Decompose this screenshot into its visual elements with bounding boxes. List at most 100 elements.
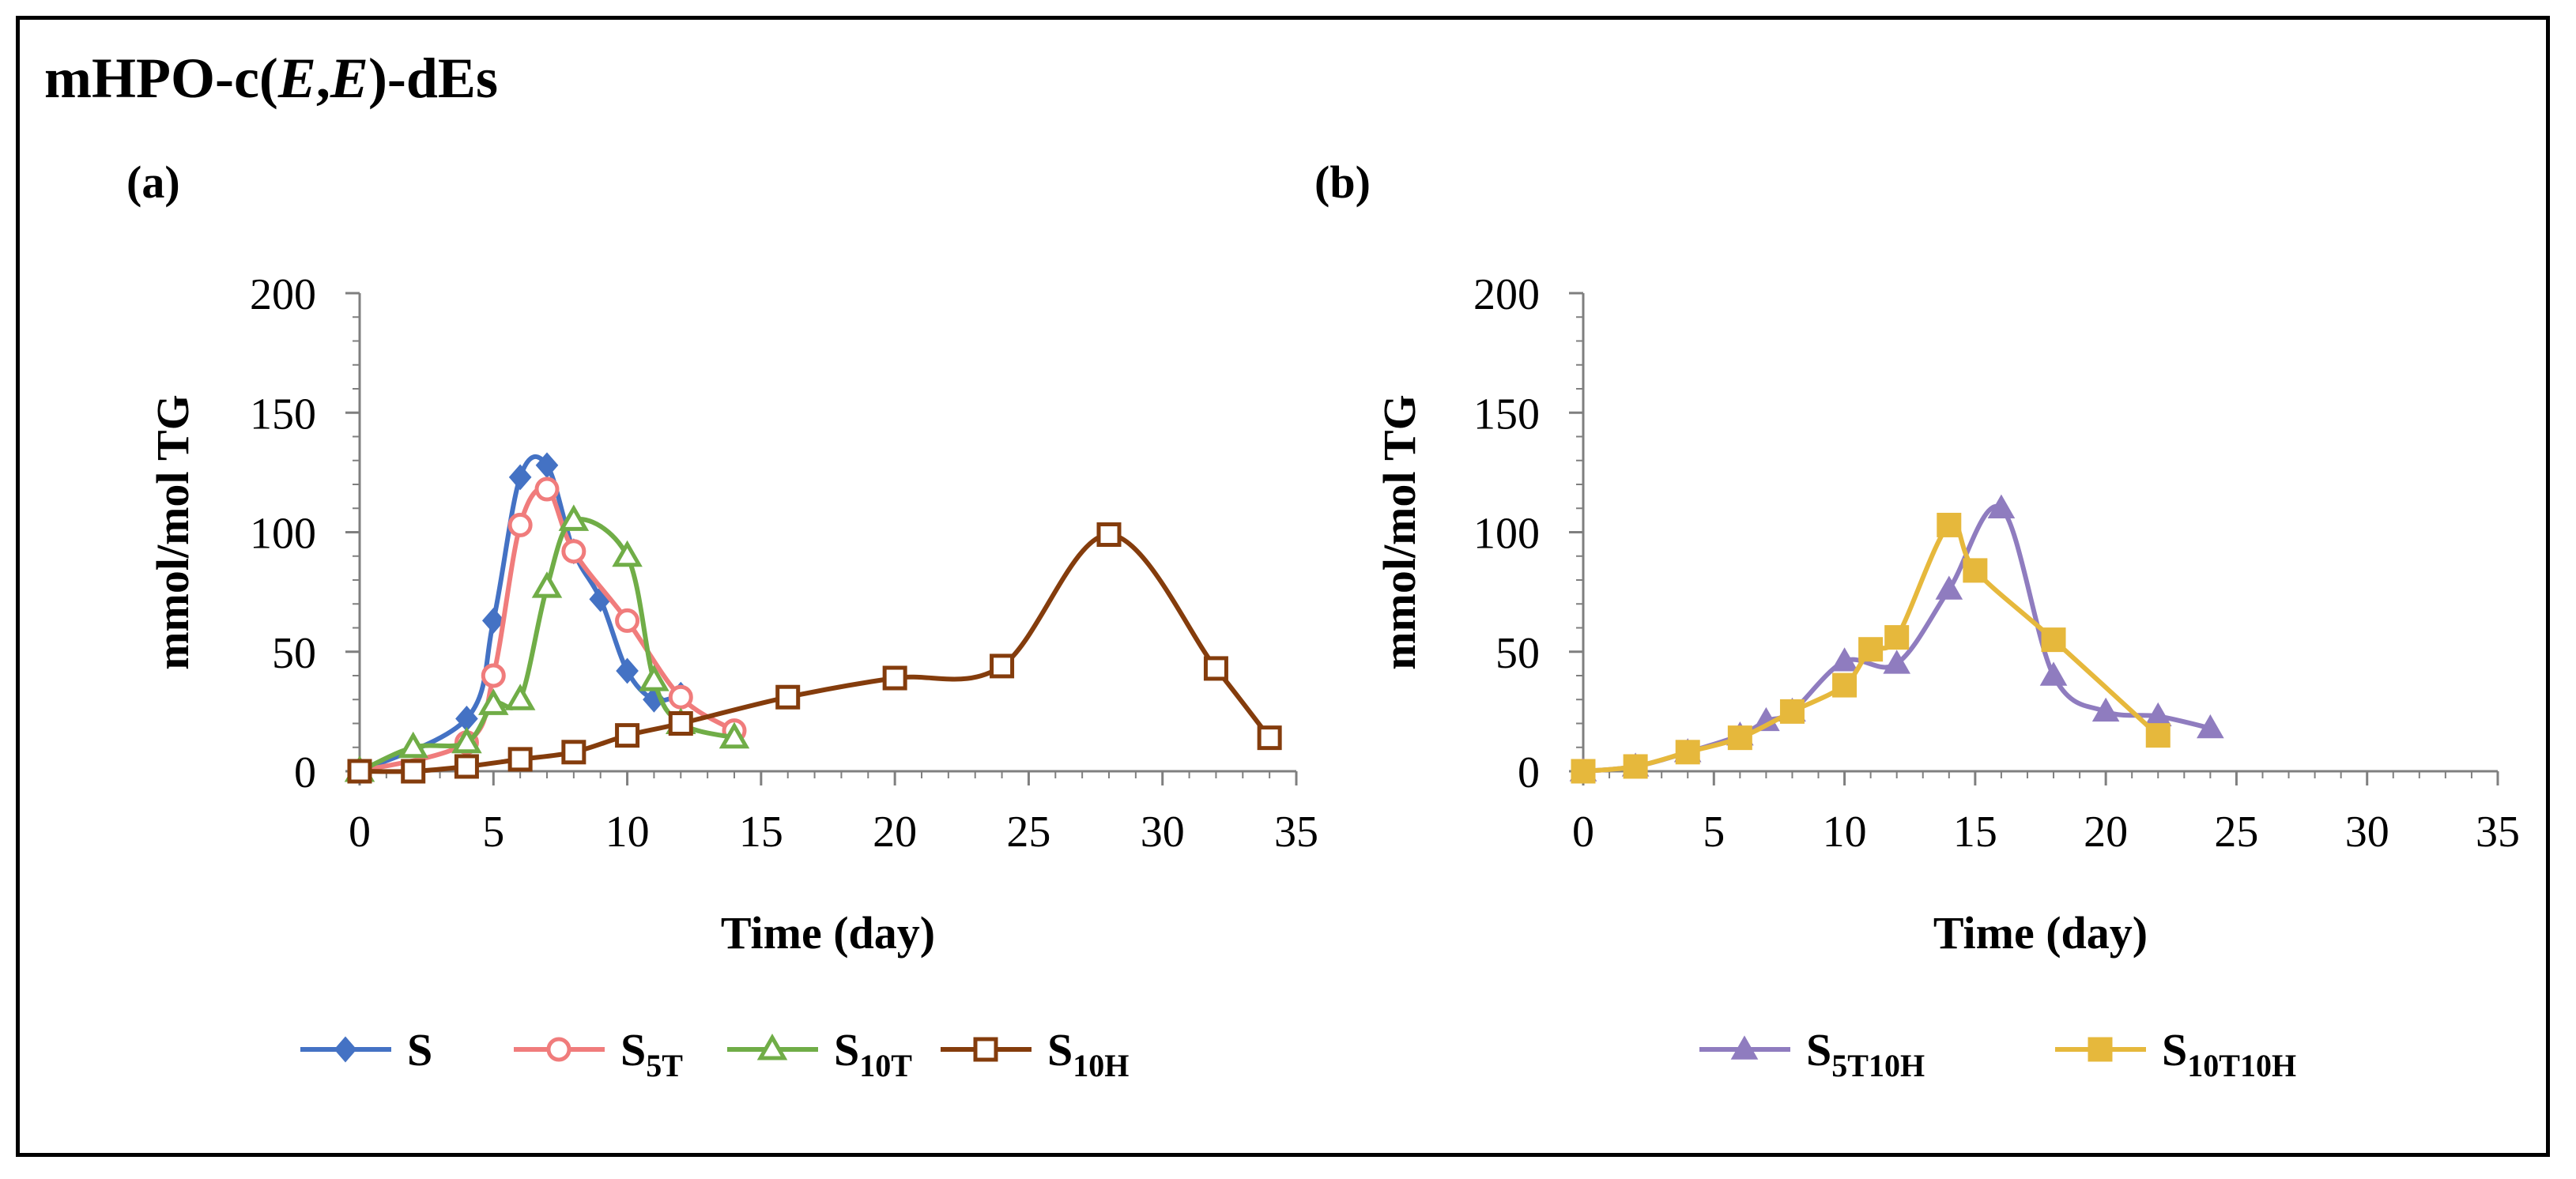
data-point	[561, 740, 586, 765]
legend-label: S5T	[620, 1024, 683, 1083]
data-point	[398, 731, 428, 759]
data-point	[1096, 522, 1122, 548]
data-point	[558, 504, 590, 531]
data-point	[454, 754, 479, 779]
x-tick-label: 10	[605, 808, 650, 857]
data-point	[1623, 754, 1648, 779]
legend-marker	[334, 1036, 357, 1063]
y-tick-label: 50	[272, 629, 316, 678]
data-point	[616, 657, 639, 684]
x-axis-title: Time (day)	[721, 907, 935, 959]
panel-label: (b)	[1314, 156, 1371, 208]
data-point	[1779, 699, 1805, 724]
data-point	[1203, 656, 1228, 681]
x-tick-label: 25	[1006, 808, 1050, 857]
series-s5t	[347, 476, 747, 784]
x-tick-label: 20	[873, 808, 917, 857]
data-point	[639, 665, 669, 691]
y-tick-label: 200	[250, 270, 316, 319]
data-point	[507, 512, 533, 537]
y-axis-title: mmol/mol TG	[147, 394, 198, 670]
series-s10t	[344, 504, 750, 782]
y-tick-label: 100	[250, 510, 316, 559]
x-tick-label: 10	[1823, 808, 1867, 857]
data-point	[1884, 625, 1910, 650]
data-point	[347, 759, 372, 784]
data-point	[2039, 661, 2068, 686]
y-tick-label: 50	[1495, 629, 1540, 678]
data-point	[1858, 637, 1884, 662]
data-point	[1832, 672, 1858, 698]
y-tick-label: 100	[1473, 510, 1540, 559]
data-point	[478, 688, 509, 715]
data-point	[615, 723, 640, 748]
data-point	[1727, 725, 1752, 751]
x-tick-label: 35	[1274, 808, 1318, 857]
data-point	[718, 721, 750, 749]
data-point	[2041, 627, 2066, 653]
data-point	[507, 747, 533, 772]
x-tick-label: 35	[2476, 808, 2520, 857]
legend-marker	[973, 1037, 998, 1062]
x-tick-label: 5	[482, 808, 504, 857]
y-tick-label: 150	[1473, 390, 1540, 439]
legend-label: S10T	[834, 1024, 912, 1083]
data-point	[2091, 697, 2120, 722]
data-point	[1257, 725, 1282, 751]
legend-label: S10H	[1047, 1024, 1129, 1083]
data-point	[668, 711, 693, 736]
data-point	[481, 663, 506, 688]
series-s10t10h	[1571, 512, 2171, 784]
data-point	[990, 654, 1015, 679]
data-point	[1935, 575, 1963, 600]
data-point	[508, 464, 532, 491]
legend-entry: S10T	[727, 1024, 912, 1083]
data-point	[1571, 759, 1596, 784]
legend-entry: S10T10H	[2055, 1024, 2296, 1083]
data-point	[1831, 647, 1858, 672]
data-point	[1987, 494, 2016, 518]
figure-frame	[16, 16, 2550, 1157]
x-tick-label: 0	[349, 808, 371, 857]
data-point	[531, 571, 563, 598]
chart-panel-b: (b) 0 50 100 150 200 0 5 10 15 20 25 30 35 Time (day) m…	[1314, 156, 2520, 1083]
legend-label: S5T10H	[1806, 1024, 1925, 1083]
legend-marker	[2088, 1037, 2113, 1062]
x-tick-label: 15	[1953, 808, 1997, 857]
x-tick-label: 15	[739, 808, 783, 857]
series-s10h	[347, 522, 1282, 784]
legend-entry: S5T10H	[1699, 1024, 1925, 1083]
y-tick-label: 150	[250, 390, 316, 439]
x-tick-label: 20	[2084, 808, 2128, 857]
y-tick-label: 0	[294, 748, 316, 797]
x-axis-title: Time (day)	[1933, 907, 2148, 959]
data-point	[882, 665, 907, 691]
data-point	[612, 540, 643, 567]
x-tick-label: 5	[1703, 808, 1725, 857]
legend-label: S	[407, 1024, 432, 1075]
panel-label: (a)	[126, 156, 180, 208]
data-point	[1963, 558, 1988, 583]
legend-marker	[1730, 1035, 1759, 1060]
data-point	[401, 759, 426, 784]
data-point	[1883, 650, 1911, 674]
x-tick-label: 30	[1141, 808, 1185, 857]
legend-marker	[546, 1037, 571, 1062]
figure-title: mHPO-c(E,E)-dEs	[44, 47, 498, 110]
x-tick-label: 30	[2345, 808, 2389, 857]
legend-entry: S10H	[941, 1024, 1129, 1083]
data-point	[451, 726, 482, 754]
y-axis-title: mmol/mol TG	[1374, 394, 1425, 670]
legend-label: S10T10H	[2162, 1024, 2296, 1083]
data-point	[775, 684, 801, 710]
y-tick-label: 0	[1518, 748, 1540, 797]
data-point	[1675, 740, 1700, 765]
chart-panel-a: (a) 0 50 100 150 200 0 5 10 15 20 25 30 35 Time (day) m…	[126, 156, 1318, 1083]
legend-entry: S	[300, 1024, 432, 1075]
x-tick-label: 0	[1572, 808, 1594, 857]
legend-marker	[756, 1034, 788, 1060]
data-point	[2197, 714, 2224, 739]
data-point	[481, 607, 505, 634]
data-point	[615, 608, 640, 633]
